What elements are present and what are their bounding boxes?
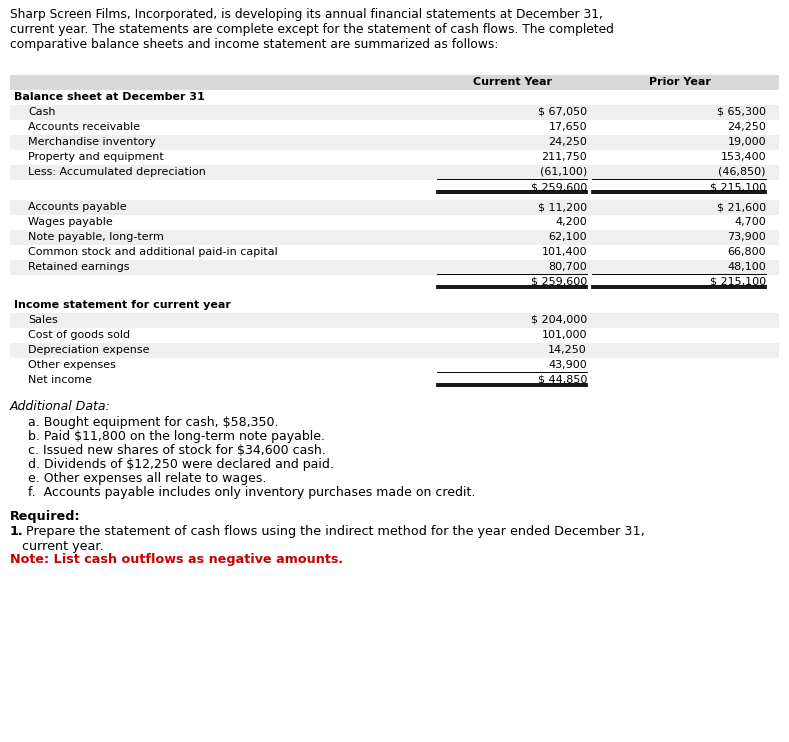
Bar — [10, 75, 779, 90]
Text: Retained earnings: Retained earnings — [28, 262, 129, 272]
Bar — [10, 298, 779, 313]
Text: e. Other expenses all relate to wages.: e. Other expenses all relate to wages. — [28, 472, 267, 485]
Bar — [10, 105, 779, 120]
Text: 101,400: 101,400 — [541, 247, 587, 257]
Bar — [10, 165, 779, 180]
Text: $ 204,000: $ 204,000 — [531, 315, 587, 325]
Text: b. Paid $11,800 on the long-term note payable.: b. Paid $11,800 on the long-term note pa… — [28, 430, 325, 443]
Bar — [10, 135, 779, 150]
Text: $ 21,600: $ 21,600 — [717, 202, 766, 212]
Text: 48,100: 48,100 — [727, 262, 766, 272]
Bar — [10, 388, 779, 392]
Bar — [10, 230, 779, 245]
Text: Balance sheet at December 31: Balance sheet at December 31 — [14, 92, 205, 102]
Text: Depreciation expense: Depreciation expense — [28, 345, 149, 355]
Text: Prior Year: Prior Year — [649, 77, 710, 87]
Text: Sales: Sales — [28, 315, 58, 325]
Text: $ 259,600: $ 259,600 — [531, 182, 587, 192]
Text: 66,800: 66,800 — [727, 247, 766, 257]
Text: $ 215,100: $ 215,100 — [710, 182, 766, 192]
Bar — [10, 373, 779, 388]
Bar — [10, 313, 779, 328]
Text: 4,200: 4,200 — [555, 217, 587, 227]
Text: 14,250: 14,250 — [548, 345, 587, 355]
Text: Wages payable: Wages payable — [28, 217, 113, 227]
Bar — [10, 195, 779, 200]
Bar — [10, 343, 779, 358]
Bar — [10, 90, 779, 105]
Text: 211,750: 211,750 — [541, 152, 587, 162]
Text: Accounts receivable: Accounts receivable — [28, 122, 140, 132]
Text: 4,700: 4,700 — [735, 217, 766, 227]
Bar — [10, 260, 779, 275]
Text: 73,900: 73,900 — [727, 232, 766, 242]
Text: Note: List cash outflows as negative amounts.: Note: List cash outflows as negative amo… — [10, 553, 343, 566]
Bar — [10, 150, 779, 165]
Text: f.  Accounts payable includes only inventory purchases made on credit.: f. Accounts payable includes only invent… — [28, 486, 476, 499]
Text: Less: Accumulated depreciation: Less: Accumulated depreciation — [28, 167, 206, 177]
Text: $ 215,100: $ 215,100 — [710, 277, 766, 287]
Text: $ 65,300: $ 65,300 — [717, 107, 766, 117]
Text: 17,650: 17,650 — [548, 122, 587, 132]
Text: a. Bought equipment for cash, $58,350.: a. Bought equipment for cash, $58,350. — [28, 416, 279, 429]
Text: d. Dividends of $12,250 were declared and paid.: d. Dividends of $12,250 were declared an… — [28, 458, 334, 471]
Text: 1.: 1. — [10, 525, 24, 538]
Bar — [10, 200, 779, 215]
Text: Net income: Net income — [28, 375, 92, 385]
Text: Cost of goods sold: Cost of goods sold — [28, 330, 130, 340]
Text: 101,000: 101,000 — [541, 330, 587, 340]
Bar — [10, 290, 779, 298]
Text: Common stock and additional paid-in capital: Common stock and additional paid-in capi… — [28, 247, 278, 257]
Text: Other expenses: Other expenses — [28, 360, 116, 370]
Text: 19,000: 19,000 — [727, 137, 766, 147]
Text: Accounts payable: Accounts payable — [28, 202, 126, 212]
Text: Prepare the statement of cash flows using the indirect method for the year ended: Prepare the statement of cash flows usin… — [22, 525, 645, 553]
Text: 24,250: 24,250 — [727, 122, 766, 132]
Bar — [10, 180, 779, 195]
Bar — [10, 358, 779, 373]
Text: $ 259,600: $ 259,600 — [531, 277, 587, 287]
Text: Merchandise inventory: Merchandise inventory — [28, 137, 155, 147]
Text: Current Year: Current Year — [473, 77, 552, 87]
Bar — [10, 275, 779, 290]
Bar — [10, 245, 779, 260]
Text: Cash: Cash — [28, 107, 55, 117]
Text: 24,250: 24,250 — [548, 137, 587, 147]
Text: Income statement for current year: Income statement for current year — [14, 300, 231, 310]
Text: (46,850): (46,850) — [719, 167, 766, 177]
Text: c. Issued new shares of stock for $34,600 cash.: c. Issued new shares of stock for $34,60… — [28, 444, 326, 457]
Text: Property and equipment: Property and equipment — [28, 152, 164, 162]
Text: 80,700: 80,700 — [548, 262, 587, 272]
Text: $ 67,050: $ 67,050 — [538, 107, 587, 117]
Text: Required:: Required: — [10, 510, 80, 523]
Text: Additional Data:: Additional Data: — [10, 400, 110, 413]
Text: 153,400: 153,400 — [720, 152, 766, 162]
Text: Sharp Screen Films, Incorporated, is developing its annual financial statements : Sharp Screen Films, Incorporated, is dev… — [10, 8, 614, 51]
Text: 43,900: 43,900 — [548, 360, 587, 370]
Text: Note payable, long-term: Note payable, long-term — [28, 232, 164, 242]
Bar — [10, 120, 779, 135]
Text: 62,100: 62,100 — [548, 232, 587, 242]
Text: (61,100): (61,100) — [540, 167, 587, 177]
Text: $ 11,200: $ 11,200 — [538, 202, 587, 212]
Text: $ 44,850: $ 44,850 — [537, 375, 587, 385]
Bar — [10, 328, 779, 343]
Bar — [10, 215, 779, 230]
